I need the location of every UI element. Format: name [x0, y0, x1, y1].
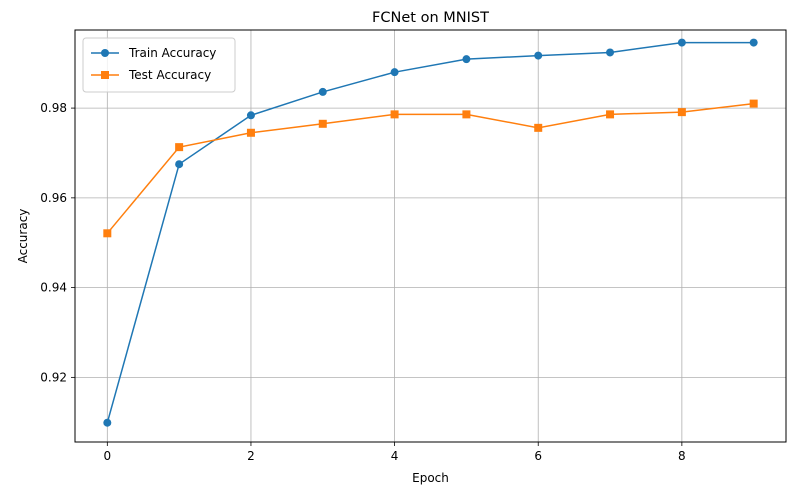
train-accuracy-point [318, 87, 327, 96]
train-accuracy-point [534, 51, 543, 60]
train-accuracy-legend-label: Train Accuracy [128, 46, 216, 60]
grid [75, 30, 786, 442]
y-tick-label: 0.98 [40, 101, 67, 115]
y-tick-label: 0.94 [40, 281, 67, 295]
test-accuracy-point [175, 143, 184, 152]
train-accuracy-point [246, 111, 255, 120]
test-accuracy-point [103, 229, 112, 238]
test-accuracy-point [677, 108, 686, 117]
legend-entries: Train Accuracy Test Accuracy [91, 46, 216, 82]
series-layer [103, 38, 758, 427]
test-accuracy-point [246, 128, 255, 137]
axis-ticks: 0 2 4 6 8 0.92 0.94 0.96 0.98 [40, 101, 685, 463]
test-accuracy-point [390, 110, 399, 119]
train-accuracy-point [462, 55, 471, 64]
x-tick-label: 8 [678, 449, 686, 463]
x-tick-label: 0 [103, 449, 111, 463]
train-accuracy-point [390, 68, 399, 77]
plot-frame [74, 29, 787, 443]
chart-title: FCNet on MNIST [372, 10, 489, 26]
test-accuracy-point [318, 119, 327, 128]
train-accuracy-point [103, 418, 112, 427]
legend-box [82, 37, 236, 93]
y-tick-label: 0.96 [40, 191, 67, 205]
test-accuracy-line [106, 102, 754, 234]
train-accuracy-point [749, 38, 758, 47]
test-accuracy-series [103, 99, 758, 238]
test-accuracy-point [749, 99, 758, 108]
test-accuracy-point [462, 110, 471, 119]
train-accuracy-point [175, 160, 184, 169]
x-axis-label: Epoch [412, 471, 449, 485]
y-tick-label: 0.92 [40, 370, 67, 384]
y-axis-label: Accuracy [16, 209, 30, 264]
legend: Train Accuracy Test Accuracy [82, 37, 236, 93]
train-accuracy-point [677, 38, 686, 47]
x-tick-label: 4 [391, 449, 399, 463]
train-accuracy-legend-marker [101, 49, 109, 57]
test-accuracy-legend-label: Test Accuracy [128, 68, 211, 82]
train-accuracy-point [606, 48, 615, 57]
x-tick-label: 6 [534, 449, 542, 463]
x-tick-label: 2 [247, 449, 255, 463]
test-accuracy-legend-marker [101, 71, 109, 79]
test-accuracy-point [606, 110, 615, 119]
test-accuracy-point [534, 123, 543, 132]
